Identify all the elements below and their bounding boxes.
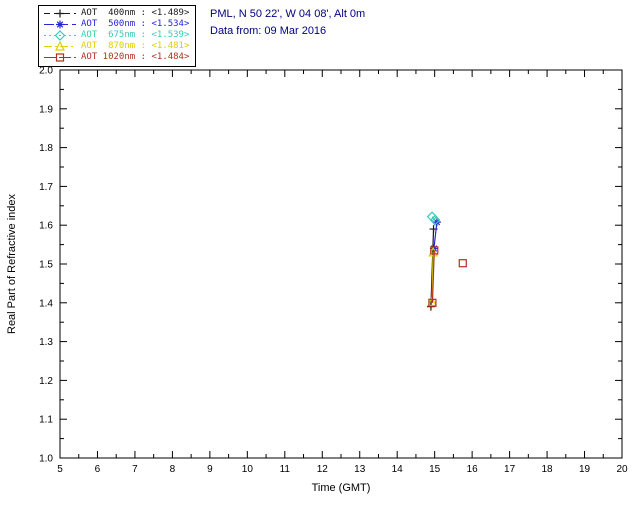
legend-sample (44, 30, 76, 41)
y-tick-label: 1.0 (39, 454, 53, 465)
legend: AOT 400nm : <1.489> AOT 500nm : <1.534> AO… (38, 5, 197, 67)
x-tick-label: 16 (467, 464, 479, 475)
plot-frame (59, 69, 623, 459)
x-tick-label: 14 (392, 464, 404, 475)
square-marker (430, 246, 439, 255)
square-marker (428, 298, 437, 307)
legend-item-aot-675nm: AOT 675nm : <1.539> (43, 30, 189, 41)
x-tick-label: 15 (429, 464, 441, 475)
y-tick-label: 1.3 (39, 337, 53, 348)
series-line (431, 250, 435, 303)
y-tick-label: 1.5 (39, 260, 53, 271)
data-date-text: Data from: 09 Mar 2016 (210, 25, 327, 37)
legend-item-aot-400nm: AOT 400nm : <1.489> (43, 8, 189, 19)
square-marker (458, 259, 467, 268)
x-tick-label: 13 (354, 464, 366, 475)
plus-marker (56, 9, 64, 18)
legend-sample (44, 41, 76, 51)
x-tick-label: 19 (579, 464, 591, 475)
series-aot-1020nm (428, 246, 467, 307)
y-tick-label: 1.2 (39, 376, 53, 387)
triangle-marker (427, 296, 438, 307)
station-location-text: PML, N 50 22', W 04 08', Alt 0m (210, 8, 366, 20)
legend-item-aot-1020nm: AOT 1020nm : <1.484> (43, 52, 189, 63)
y-tick-label: 1.6 (39, 221, 53, 232)
x-tick-label: 10 (242, 464, 254, 475)
x-tick-label: 18 (542, 464, 554, 475)
diamond-marker (429, 214, 441, 226)
y-tick-label: 1.8 (39, 143, 53, 154)
x-tick-label: 7 (132, 464, 138, 475)
legend-sample (44, 9, 76, 18)
legend-item-aot-870nm: AOT 870nm : <1.481> (43, 41, 189, 52)
triangle-marker (55, 41, 65, 51)
legend-item-aot-500nm: AOT 500nm : <1.534> (43, 19, 189, 30)
x-tick-label: 9 (207, 464, 213, 475)
y-axis: 1.0 1.1 1.2 1.3 1.4 1.5 1.6 1.7 1.8 1.9 2.0 (39, 66, 622, 465)
x-axis: 5 6 7 8 9 10 11 12 13 14 15 16 17 18 19 20 (57, 70, 628, 475)
x-tick-label: 8 (170, 464, 176, 475)
y-tick-label: 1.9 (39, 104, 53, 115)
legend-label: AOT 675nm : <1.539> (81, 30, 190, 40)
asterisk-marker (56, 20, 64, 29)
legend-label: AOT 500nm : <1.534> (81, 19, 190, 29)
y-tick-label: 2.0 (39, 66, 53, 77)
series-line (431, 216, 436, 221)
x-tick-label: 11 (280, 464, 291, 475)
x-tick-label: 6 (95, 464, 101, 475)
series-aot-675nm (426, 211, 441, 226)
y-axis-title: Real Part of Refractive index (6, 193, 18, 334)
legend-label: AOT 1020nm : <1.484> (81, 52, 190, 62)
diamond-marker (54, 30, 66, 41)
x-tick-label: 5 (57, 464, 63, 475)
y-tick-label: 1.4 (39, 298, 53, 309)
x-tick-label: 17 (504, 464, 516, 475)
legend-sample (44, 20, 76, 29)
y-tick-label: 1.7 (39, 182, 53, 193)
station-info: PML, N 50 22', W 04 08', Alt 0m Data fro… (210, 6, 365, 40)
y-tick-label: 1.1 (39, 415, 53, 426)
series-line (433, 222, 438, 249)
legend-sample (44, 53, 76, 62)
x-axis-title: Time (GMT) (312, 482, 371, 494)
legend-label: AOT 870nm : <1.481> (81, 41, 190, 51)
square-marker (55, 53, 65, 62)
x-tick-label: 20 (616, 464, 628, 475)
x-tick-label: 12 (317, 464, 329, 475)
legend-label: AOT 400nm : <1.489> (81, 8, 190, 18)
